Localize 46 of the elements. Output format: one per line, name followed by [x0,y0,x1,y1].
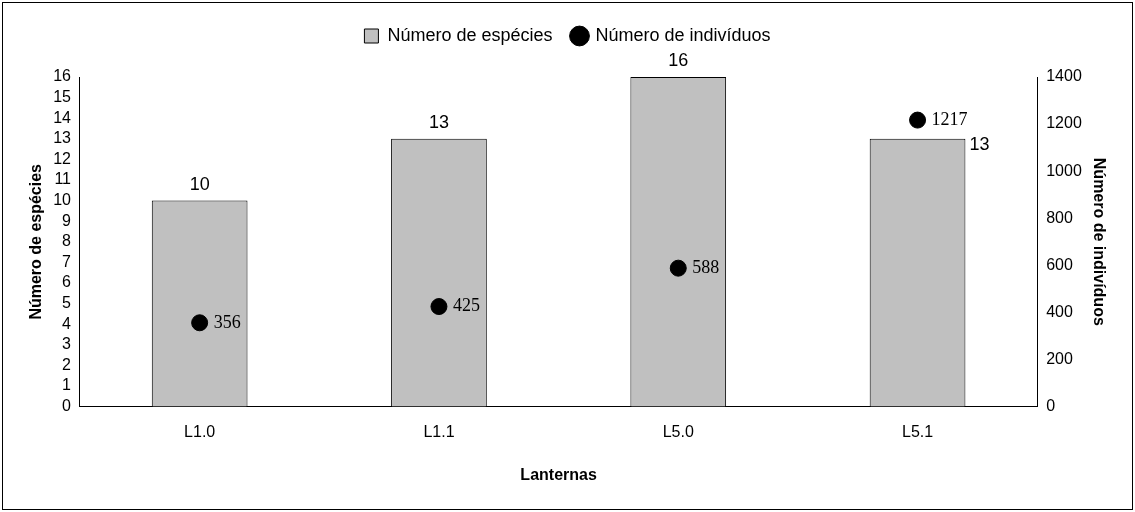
x-tick-label: L1.0 [184,422,216,440]
data-label: 356 [213,311,241,332]
y-tick-label: 3 [62,335,72,353]
y-tick-label: 9 [62,211,72,229]
point [909,111,927,129]
point [430,298,448,316]
x-tick-label: L1.1 [423,422,455,440]
y-tick-label: 6 [62,273,72,291]
legend-label: Número de espécies [387,24,553,45]
y2-tick-label: 1200 [1046,114,1082,132]
y-tick-label: 1 [62,376,72,394]
x-tick-label: L5.1 [901,422,934,440]
legend-label: Número de indivíduos [595,24,771,45]
data-label: 13 [969,133,990,154]
y-tick-label: 7 [62,252,72,270]
point [669,259,687,277]
x-axis-title: Lanternas [520,465,597,483]
data-label: 1217 [931,108,968,129]
y-tick-label: 0 [62,397,72,415]
point [191,314,209,332]
y2-tick-label: 1400 [1046,67,1082,85]
y-tick-label: 12 [53,149,72,167]
y-tick-label: 16 [53,67,72,85]
y-tick-label: 2 [62,355,72,373]
y2-tick-label: 800 [1046,208,1073,226]
y-axis-title: Número de espécies [27,163,45,320]
data-label: 16 [668,49,689,70]
y-tick-label: 4 [62,314,72,332]
y2-tick-label: 200 [1046,349,1073,367]
y2-tick-label: 0 [1046,397,1056,415]
data-label: 10 [189,173,210,194]
y2-tick-label: 400 [1046,302,1073,320]
data-label: 588 [692,256,720,277]
y-tick-label: 11 [54,170,72,188]
y2-axis-title: Número de indivíduos [1090,157,1108,326]
y-tick-label: 10 [53,191,72,209]
y-tick-label: 13 [53,129,72,147]
y-tick-label: 15 [53,88,72,106]
y-tick-label: 8 [62,232,72,250]
data-label: 13 [428,111,449,132]
y-tick-label: 5 [62,294,72,312]
y2-tick-label: 600 [1046,255,1073,273]
y2-tick-label: 1000 [1046,161,1082,179]
y-tick-label: 14 [53,108,72,126]
data-label: 425 [452,295,480,316]
x-tick-label: L5.0 [662,422,694,440]
